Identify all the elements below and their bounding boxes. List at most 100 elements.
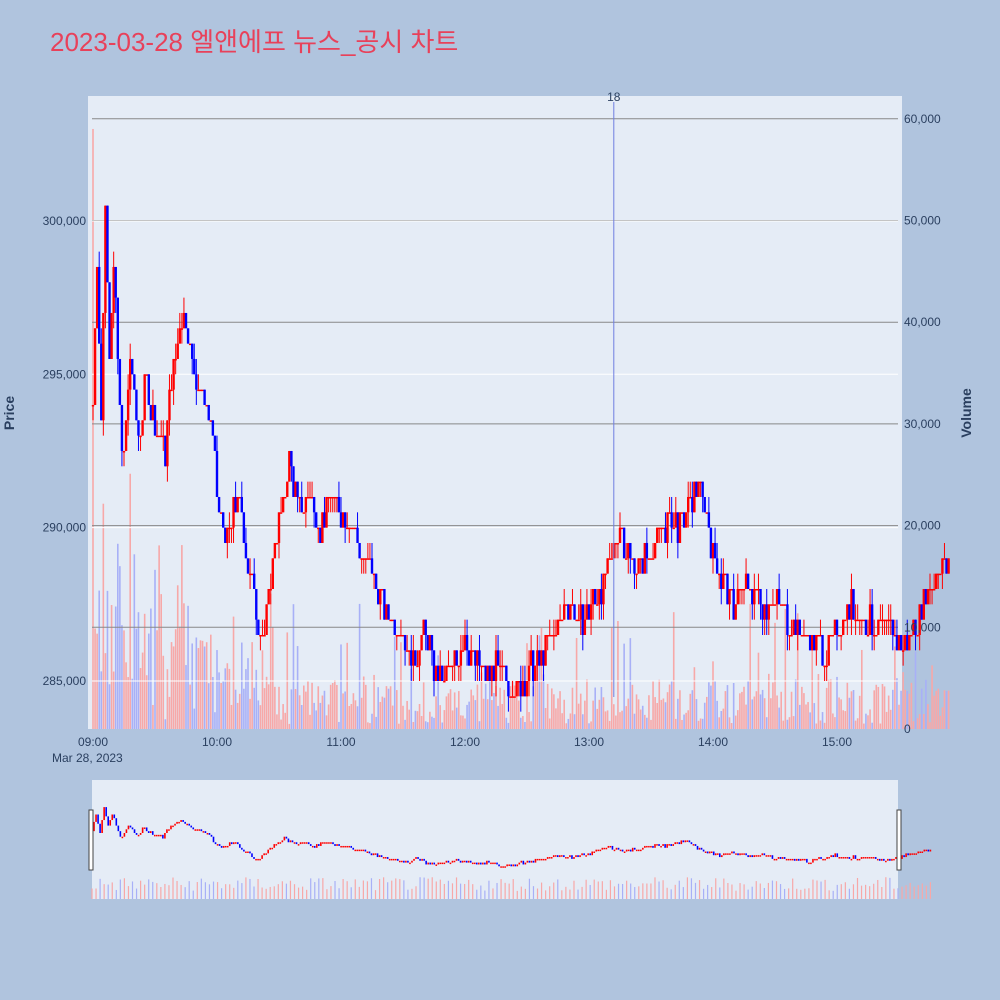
volume-bar <box>821 712 824 729</box>
slider-candle <box>360 849 363 852</box>
slider-volume-bar <box>297 887 300 899</box>
slider-candle <box>852 855 855 859</box>
candle-body <box>253 573 256 589</box>
candle-body <box>806 634 810 637</box>
slider-candle <box>241 847 243 850</box>
slider-candle <box>854 855 857 859</box>
slider-candle <box>184 821 186 824</box>
slider-candle <box>637 849 640 852</box>
volume-bar <box>232 616 235 729</box>
slider-candle <box>731 851 733 854</box>
slider-candle <box>245 851 247 853</box>
slider-volume-bar <box>520 886 522 899</box>
candle-body <box>697 481 700 497</box>
slider-volume-bar <box>508 883 510 899</box>
candle-body <box>930 588 934 591</box>
volume-bar <box>739 693 741 729</box>
candle-body <box>416 665 419 668</box>
candle-body <box>143 374 146 421</box>
volume-bar <box>253 687 255 729</box>
slider-candle <box>455 858 458 861</box>
range-slider-left-handle[interactable] <box>88 809 94 871</box>
volume-bar <box>844 711 847 729</box>
candle-body <box>746 573 750 589</box>
slider-volume-bar <box>103 884 105 899</box>
slider-volume-bar <box>621 883 624 899</box>
slider-volume-bar <box>577 889 579 899</box>
volume-bar <box>794 679 797 729</box>
candle-body <box>131 358 134 375</box>
slider-candle <box>121 836 124 839</box>
slider-candle <box>502 866 504 868</box>
volume-bar <box>106 590 109 729</box>
volume-bar <box>606 710 609 729</box>
candle-body <box>325 496 328 528</box>
slider-candle <box>164 833 166 839</box>
candle-body <box>773 604 777 606</box>
candle-body <box>718 573 721 576</box>
slider-candle <box>609 845 612 848</box>
slider-volume-bar <box>314 882 316 899</box>
slider-candle <box>463 860 466 863</box>
candle-body <box>691 496 694 513</box>
candle-body <box>771 604 775 606</box>
volume-bar <box>282 704 284 729</box>
candle-body <box>798 619 801 635</box>
candle-body <box>182 312 186 329</box>
candle-body <box>556 619 560 635</box>
slider-volume-bar <box>459 883 462 899</box>
slider-volume-bar <box>131 881 134 899</box>
volume-bar <box>183 603 185 729</box>
volume-bar <box>493 692 495 729</box>
volume-bar <box>604 711 607 729</box>
volume-bar <box>879 723 882 729</box>
candle-body <box>436 665 440 681</box>
slider-candle <box>271 847 274 850</box>
volume-bar <box>602 697 605 729</box>
slider-candle <box>328 842 330 844</box>
slider-candle <box>301 842 304 844</box>
candle-body <box>151 404 155 421</box>
volume-bar <box>718 717 720 729</box>
candle-body <box>414 650 417 666</box>
volume-bar <box>929 722 931 729</box>
slider-volume-bar <box>338 888 340 899</box>
volume-bar <box>685 712 687 729</box>
slider-candle <box>149 831 152 833</box>
slider-volume-bar <box>670 889 672 899</box>
volume-bar <box>338 721 340 729</box>
range-slider-right-handle[interactable] <box>896 809 902 871</box>
slider-candle <box>737 853 739 856</box>
volume-bar <box>210 634 212 729</box>
candle-body <box>356 527 359 543</box>
candle-body <box>474 650 477 666</box>
candle-body <box>569 604 572 620</box>
chart-title: 2023-03-28 엘앤에프 뉴스_공시 차트 <box>50 27 459 57</box>
candle-body <box>476 650 479 666</box>
slider-candle <box>696 845 699 850</box>
slider-volume-bar <box>216 882 219 899</box>
slider-volume-bar <box>237 880 239 899</box>
volume-bar <box>350 703 353 729</box>
slider-candle <box>297 844 300 846</box>
volume-bar <box>947 690 950 729</box>
slider-candle <box>166 829 168 833</box>
candle-body <box>180 328 184 330</box>
volume-bar <box>441 722 444 729</box>
slider-candle <box>253 857 255 859</box>
slider-volume-bar <box>107 884 109 899</box>
range-slider[interactable] <box>92 780 898 899</box>
slider-candle <box>785 858 788 861</box>
volume-bar <box>889 709 892 729</box>
slider-candle <box>690 842 693 845</box>
candle-body <box>108 282 111 359</box>
candle-body <box>635 573 638 576</box>
slider-volume-bar <box>747 889 749 899</box>
candle-body <box>166 420 169 467</box>
slider-candle <box>285 836 288 839</box>
volume-bar <box>334 680 336 729</box>
volume-bar <box>898 704 900 729</box>
slider-candle <box>619 849 622 852</box>
candle-body <box>439 665 442 681</box>
